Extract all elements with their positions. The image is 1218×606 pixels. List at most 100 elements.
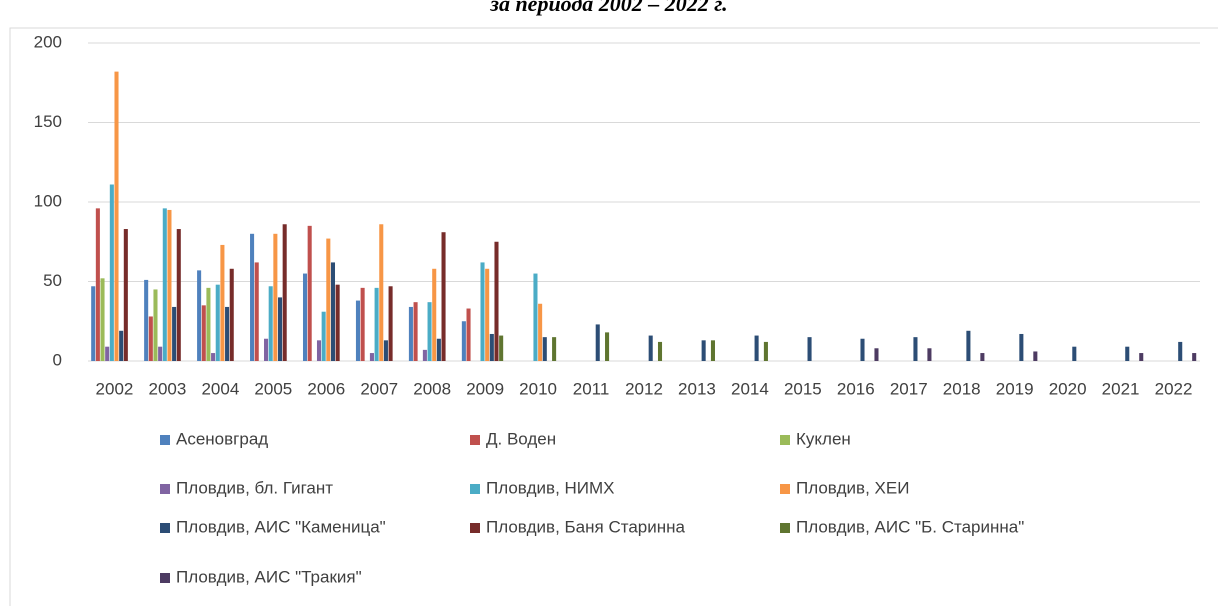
bar: [330, 262, 336, 361]
bar: [1139, 353, 1144, 361]
bar: [432, 268, 437, 361]
bar: [980, 353, 985, 361]
legend-swatch: [470, 435, 480, 445]
x-tick-label: 2020: [1049, 379, 1087, 398]
y-tick-label: 50: [43, 271, 62, 290]
bar: [499, 335, 504, 361]
bar: [966, 330, 971, 361]
bar: [250, 233, 255, 361]
bar: [95, 208, 100, 361]
bar: [201, 305, 206, 361]
bar: [211, 353, 216, 361]
legend-label: Д. Воден: [486, 429, 556, 448]
bar: [413, 302, 418, 361]
bar: [109, 184, 114, 361]
bar: [485, 268, 490, 361]
bar: [533, 273, 538, 361]
bar: [408, 306, 413, 361]
legend-label: Пловдив, АИС "Каменица": [176, 517, 386, 536]
bar: [105, 346, 110, 361]
bar: [282, 224, 287, 361]
bar: [427, 302, 432, 361]
x-tick-label: 2009: [466, 379, 504, 398]
legend-swatch: [470, 484, 480, 494]
x-tick-label: 2013: [678, 379, 716, 398]
x-tick-label: 2005: [254, 379, 292, 398]
bar: [215, 284, 220, 361]
legend-label: Пловдив, бл. Гигант: [176, 478, 333, 497]
x-tick-label: 2022: [1155, 379, 1193, 398]
bar: [860, 338, 865, 361]
legend-swatch: [470, 523, 480, 533]
x-tick-label: 2017: [890, 379, 928, 398]
bar: [335, 284, 340, 361]
bar: [153, 289, 158, 361]
bar: [119, 330, 124, 361]
legend-label: Пловдив, НИМХ: [486, 478, 615, 497]
x-tick-label: 2008: [413, 379, 451, 398]
bar: [913, 337, 918, 361]
x-tick-label: 2021: [1102, 379, 1140, 398]
bar: [264, 338, 269, 361]
legend-swatch: [160, 435, 170, 445]
bar: [326, 238, 331, 361]
bar: [1019, 333, 1024, 361]
x-tick-label: 2011: [573, 379, 610, 398]
bar: [114, 71, 119, 362]
legend-swatch: [160, 523, 170, 533]
bar: [176, 229, 181, 361]
bar: [254, 262, 259, 361]
legend-label: Пловдив, Баня Старинна: [486, 517, 685, 536]
bar: [1033, 351, 1038, 361]
bar: [388, 286, 393, 361]
x-tick-label: 2006: [307, 379, 345, 398]
bar: [927, 348, 932, 361]
bar: [355, 300, 360, 361]
x-tick-label: 2016: [837, 379, 875, 398]
x-tick-label: 2014: [731, 379, 769, 398]
bar: [701, 340, 706, 361]
y-tick-label: 150: [34, 112, 62, 131]
bar: [91, 286, 96, 361]
bar: [538, 303, 543, 361]
bar: [360, 287, 365, 361]
legend-label: Пловдив, АИС "Б. Старинна": [796, 517, 1024, 536]
bar: [197, 270, 202, 361]
bar: [162, 208, 167, 361]
bar: [1192, 353, 1197, 361]
bar: [466, 308, 471, 361]
bar: [542, 337, 547, 361]
chart-title: за периода 2002 – 2022 г.: [489, 0, 727, 16]
legend-swatch: [780, 435, 790, 445]
x-tick-label: 2012: [625, 379, 663, 398]
legend-swatch: [160, 573, 170, 583]
bar: [277, 297, 283, 361]
x-tick-label: 2019: [996, 379, 1034, 398]
x-tick-label: 2018: [943, 379, 981, 398]
bar: [657, 341, 663, 361]
bar: [148, 316, 153, 361]
bar: [225, 306, 230, 361]
legend-label: Пловдив, АИС "Тракия": [176, 567, 362, 586]
bar: [167, 209, 172, 361]
bar: [206, 287, 211, 361]
bar: [552, 337, 557, 361]
bar: [1072, 346, 1077, 361]
bar: [220, 244, 225, 361]
bar: [302, 273, 308, 361]
legend-label: Асеновград: [176, 429, 268, 448]
bar: [369, 353, 374, 361]
bar: [273, 233, 278, 361]
bar: [489, 333, 494, 361]
y-tick-label: 0: [53, 350, 62, 369]
x-tick-label: 2015: [784, 379, 822, 398]
bar: [710, 340, 715, 361]
y-tick-label: 100: [34, 191, 62, 210]
bar: [436, 338, 441, 361]
bar: [316, 340, 322, 361]
bar: [494, 241, 499, 361]
x-tick-label: 2010: [519, 379, 557, 398]
bar: [307, 225, 312, 361]
x-tick-label: 2003: [149, 379, 187, 398]
